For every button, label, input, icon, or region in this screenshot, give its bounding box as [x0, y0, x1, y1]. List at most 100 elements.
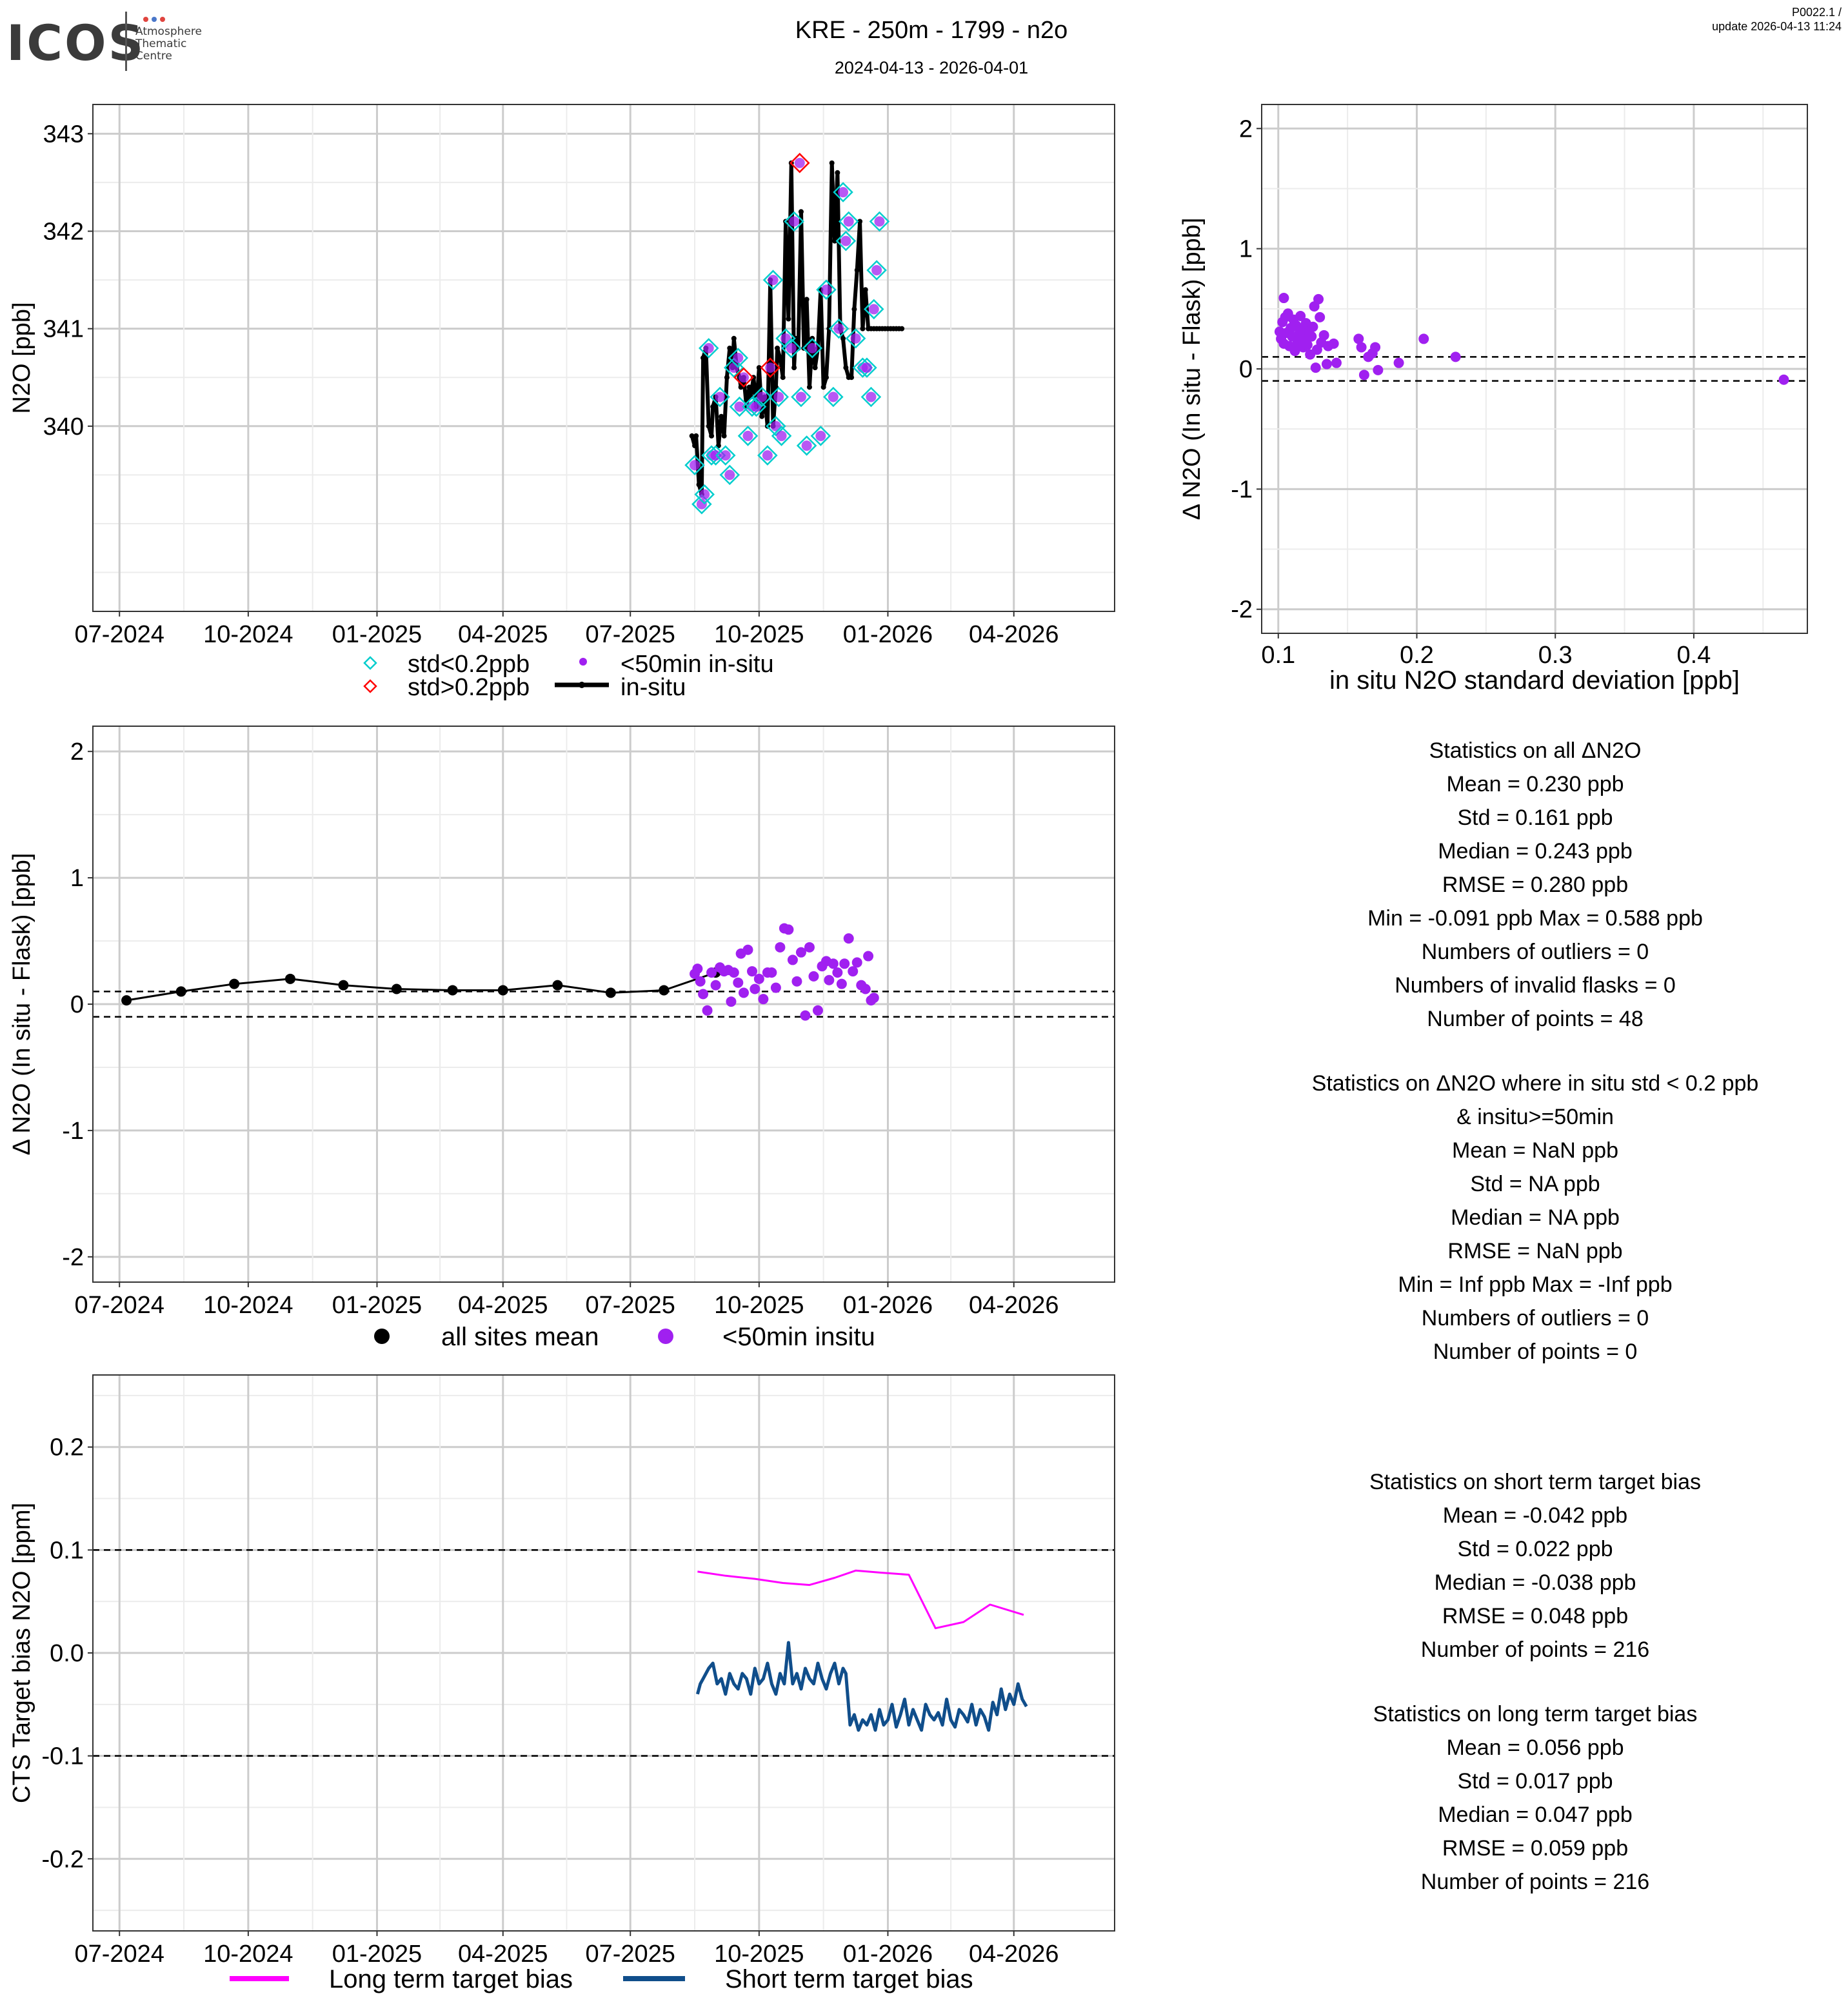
- delta-insitu-point: [860, 984, 871, 994]
- insitu-point: [832, 238, 838, 244]
- x-tick-label: 07-2025: [585, 621, 675, 648]
- short-insitu-point: [861, 362, 872, 373]
- flask-low-std-marker: [768, 386, 790, 408]
- stats-line: Statistics on all ΔN2O: [1429, 738, 1642, 763]
- insitu-point: [857, 219, 863, 224]
- legend-short-label: <50min in-situ: [621, 651, 774, 678]
- flask-low-std-marker: [694, 484, 715, 505]
- short-insitu-point: [786, 342, 797, 353]
- insitu-point: [798, 209, 804, 215]
- logo-sub-line: Atmosphere: [135, 25, 202, 38]
- short-insitu-point: [821, 284, 832, 295]
- y-tick-label: 1: [1239, 236, 1253, 263]
- legend-insitu-label: <50min insitu: [722, 1323, 875, 1351]
- delta-insitu-point: [733, 977, 744, 988]
- delta-insitu-point: [710, 980, 721, 991]
- short-insitu-point: [765, 362, 776, 373]
- stats-line: Number of points = 48: [1427, 1007, 1644, 1031]
- sites-mean-point: [447, 985, 458, 996]
- short-insitu-point: [840, 235, 851, 246]
- stats-line: Numbers of outliers = 0: [1421, 940, 1649, 964]
- delta-insitu-point: [702, 1005, 713, 1016]
- delta-insitu-point: [758, 994, 769, 1005]
- short-insitu-point: [762, 450, 773, 461]
- insitu-point: [860, 326, 866, 331]
- y-tick-label: -0.2: [42, 1846, 84, 1873]
- long-term-bias-line: [697, 1569, 1024, 1630]
- stats-line: & insitu>=50min: [1456, 1105, 1614, 1129]
- legend-mean-marker: [374, 1329, 390, 1344]
- short-insitu-point: [789, 216, 800, 227]
- stats-line: Number of points = 216: [1420, 1637, 1650, 1662]
- sites-mean-point: [121, 995, 132, 1006]
- short-insitu-point: [843, 216, 854, 227]
- short-insitu-point: [757, 391, 768, 402]
- short-insitu-point: [720, 450, 731, 461]
- logo-dot-red-2: [160, 17, 165, 22]
- insitu-point: [840, 335, 846, 341]
- legend-insitu-marker: [658, 1329, 673, 1344]
- flask-low-std-marker: [719, 464, 740, 486]
- x-tick-label: 0.1: [1261, 642, 1295, 669]
- stats-line: Min = Inf ppb Max = -Inf ppb: [1398, 1272, 1673, 1297]
- scatter-std-panel: -2 -1 0 1 2 0.1 0.2 0.3 0.4in situ N2O standard …: [1178, 104, 1808, 695]
- legend-mean-label: all sites mean: [441, 1323, 599, 1351]
- short-insitu-point: [724, 470, 735, 480]
- page-title: KRE - 250m - 1799 - n2o: [795, 17, 1068, 44]
- insitu-point: [731, 335, 737, 341]
- insitu-point: [724, 375, 730, 381]
- stats-filtered-block: Statistics on ΔN2O where in situ std < 0…: [1213, 1067, 1848, 1369]
- short-insitu-point: [768, 275, 779, 286]
- delta-insitu-point: [800, 1010, 811, 1021]
- flask-low-std-marker: [838, 211, 859, 232]
- std-scatter-point: [1450, 351, 1461, 362]
- y-tick-label: 0.2: [50, 1434, 84, 1461]
- delta-insitu-point: [843, 933, 854, 944]
- insitu-point: [706, 423, 711, 429]
- std-scatter-point: [1328, 338, 1339, 349]
- delta-insitu-point: [839, 958, 850, 969]
- insitu-point: [759, 413, 765, 419]
- x-tick-label: 01-2026: [843, 1292, 933, 1319]
- x-axis-label: in situ N2O standard deviation [ppb]: [1329, 666, 1740, 695]
- std-scatter-point: [1295, 311, 1306, 321]
- timeseries-panel: 340 341 342 343 07-2024 10-2024 01-2025 04-2025…: [8, 104, 1115, 701]
- stats-line: Mean = NaN ppb: [1452, 1138, 1618, 1163]
- delta-insitu-point: [770, 982, 781, 993]
- insitu-point: [804, 297, 810, 302]
- delta-insitu-point: [750, 984, 760, 994]
- stats-line: Std = NA ppb: [1470, 1172, 1600, 1196]
- x-tick-label: 10-2025: [714, 621, 804, 648]
- std-scatter-point: [1313, 293, 1324, 304]
- stats-line: Median = 0.047 ppb: [1438, 1803, 1633, 1827]
- flask-low-std-marker: [710, 386, 730, 408]
- insitu-point: [849, 375, 855, 381]
- flask-low-std-marker: [757, 445, 778, 466]
- y-axis-label: Δ N2O (In situ - Flask) [ppb]: [8, 853, 35, 1156]
- x-tick-label: 10-2025: [714, 1941, 804, 1968]
- y-tick-label: -2: [62, 1244, 84, 1271]
- short-insitu-point: [795, 391, 806, 402]
- x-tick-label: 07-2024: [74, 621, 164, 648]
- logo-subtitle: Atmosphere Thematic Centre: [135, 26, 202, 63]
- delta-insitu-point: [747, 966, 758, 977]
- insitu-point: [824, 375, 830, 381]
- insitu-point: [689, 433, 695, 439]
- insitu-point: [829, 160, 835, 166]
- short-insitu-point: [868, 304, 879, 315]
- std-scatter-point: [1310, 362, 1321, 373]
- stats-line: Mean = -0.042 ppb: [1442, 1503, 1628, 1528]
- short-insitu-point: [874, 216, 885, 227]
- std-scatter-point: [1393, 357, 1404, 368]
- flask-low-std-marker: [860, 386, 882, 408]
- delta-insitu-point: [848, 966, 859, 977]
- short-insitu-point: [838, 187, 849, 198]
- short-insitu-point: [734, 401, 745, 412]
- flask-low-std-marker: [775, 328, 796, 349]
- delta-insitu-point: [706, 967, 717, 978]
- short-insitu-point: [828, 391, 839, 402]
- delta-insitu-point: [738, 987, 749, 998]
- short-insitu-point: [733, 353, 744, 363]
- flask-low-std-marker: [845, 328, 866, 349]
